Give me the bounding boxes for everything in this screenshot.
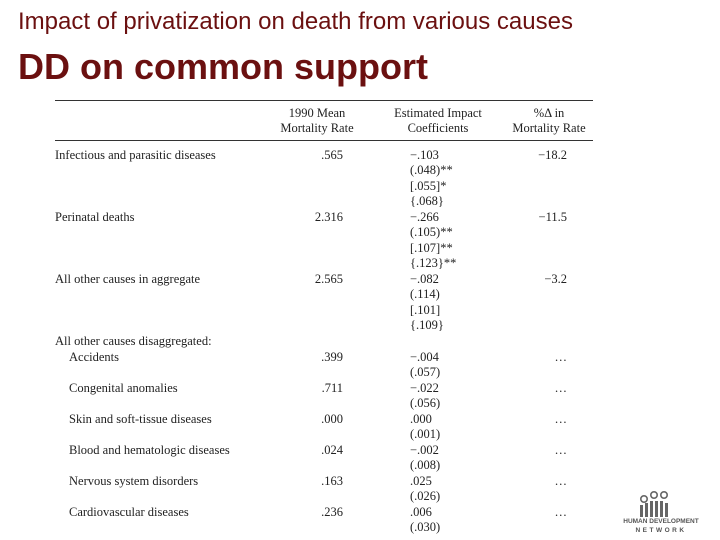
page-title: Impact of privatization on death from va… [18, 8, 573, 35]
group-label: All other causes disaggregated: [55, 334, 212, 348]
people-icon [639, 490, 668, 517]
row-coef-line: .025 [410, 474, 432, 488]
header-coef: Estimated Impact Coefficients [383, 106, 493, 136]
row-pct: … [554, 381, 568, 395]
logo-text-line-1: HUMAN DEVELOPMENT [623, 518, 699, 525]
row-mean: .163 [321, 474, 343, 488]
row-coef-line: (.048)** [410, 163, 453, 178]
row-label: Perinatal deaths [55, 210, 135, 224]
row-coef-line: −.022 [410, 381, 439, 395]
row-coef-line: −.004 [410, 350, 439, 364]
table-row: Congenital anomalies .711 −.022 (.056) … [55, 381, 595, 410]
row-mean: .024 [321, 443, 343, 457]
row-pct: … [554, 474, 568, 488]
row-coef-line: −.002 [410, 443, 439, 457]
row-mean: .236 [321, 505, 343, 519]
row-coef-line: (.026) [410, 489, 441, 504]
table-row: Accidents .399 −.004 (.057) … [55, 350, 595, 379]
row-coef-line: −.266 [410, 210, 439, 224]
row-coef-line: .006 [410, 505, 432, 519]
row-coef-line: (.057) [410, 365, 441, 380]
row-label: Infectious and parasitic diseases [55, 148, 216, 162]
header-mean-line-1: 1990 Mean [288, 106, 346, 120]
row-coef-line: [.055]* [410, 178, 447, 193]
row-pct: −3.2 [544, 272, 567, 286]
row-pct: … [554, 443, 568, 457]
row-coef-line: (.001) [410, 427, 441, 442]
table-row: Cardiovascular diseases .236 .006 (.030) … [55, 505, 595, 534]
row-coef-line: {.068} [410, 193, 444, 208]
row-label: All other causes in aggregate [55, 272, 201, 286]
table-row: Skin and soft-tissue diseases .000.000 (.0… [55, 412, 595, 441]
table-header-rule [55, 140, 593, 141]
row-label: Blood and hematologic diseases [69, 443, 230, 457]
row-coef-line: (.114) [410, 287, 440, 302]
header-coef-line-1: Estimated Impact [394, 106, 482, 120]
row-coef-line: [.101] [410, 302, 441, 317]
row-coef-line: {.123}** [410, 255, 457, 270]
row-label: Accidents [69, 350, 119, 364]
table-row: Infectious and parasitic diseases .565 −.1… [55, 148, 595, 208]
row-pct: −18.2 [538, 148, 567, 162]
table-row: Nervous system disorders .163 .025 (.026) … [55, 474, 595, 503]
row-coef-line: −.103 [410, 148, 439, 162]
row-mean: .711 [321, 381, 343, 395]
table-row: Blood and hematologic diseases .024 −.002(… [55, 443, 595, 472]
row-label: Cardiovascular diseases [69, 505, 189, 519]
row-coef-line: (.008) [410, 458, 441, 473]
header-mean: 1990 Mean Mortality Rate [277, 106, 357, 136]
row-mean: 2.316 [314, 210, 343, 224]
header-pct-line-2: Mortality Rate [512, 121, 586, 135]
row-label: Congenital anomalies [69, 381, 178, 395]
row-coef-line: {.109} [410, 317, 444, 332]
row-mean: 2.565 [314, 272, 343, 286]
row-coef-line: .000 [410, 412, 432, 426]
header-coef-line-2: Coefficients [407, 121, 469, 135]
row-pct: −11.5 [538, 210, 567, 224]
header-mean-line-2: Mortality Rate [280, 121, 354, 135]
table-row: All other causes in aggregate 2.565 −.082(… [55, 272, 595, 332]
row-label: Nervous system disorders [69, 474, 199, 488]
header-pct: %Δ in Mortality Rate [503, 106, 595, 136]
row-mean: .399 [321, 350, 343, 364]
row-coef-line: (.105)** [410, 225, 453, 240]
page-subtitle: DD on common support [18, 46, 428, 87]
row-pct: … [554, 505, 568, 519]
row-coef-line: [.107]** [410, 240, 453, 255]
row-coef-line: (.030) [410, 520, 441, 535]
table-top-rule [55, 100, 593, 101]
logo-text-line-2: NETWORK [635, 527, 687, 534]
row-label: Skin and soft-tissue diseases [69, 412, 212, 426]
row-coef-line: −.082 [410, 272, 439, 286]
human-development-network-logo: HUMAN DEVELOPMENT NETWORK [620, 490, 702, 536]
row-mean: .565 [321, 148, 343, 162]
row-pct: … [554, 412, 568, 426]
row-mean: .000 [321, 412, 343, 426]
row-pct: … [554, 350, 568, 364]
row-coef-line: (.056) [410, 396, 441, 411]
header-pct-line-1: %Δ in [533, 106, 565, 120]
table-row: Perinatal deaths 2.316 −.266 (.105)** [.107]… [55, 210, 595, 270]
